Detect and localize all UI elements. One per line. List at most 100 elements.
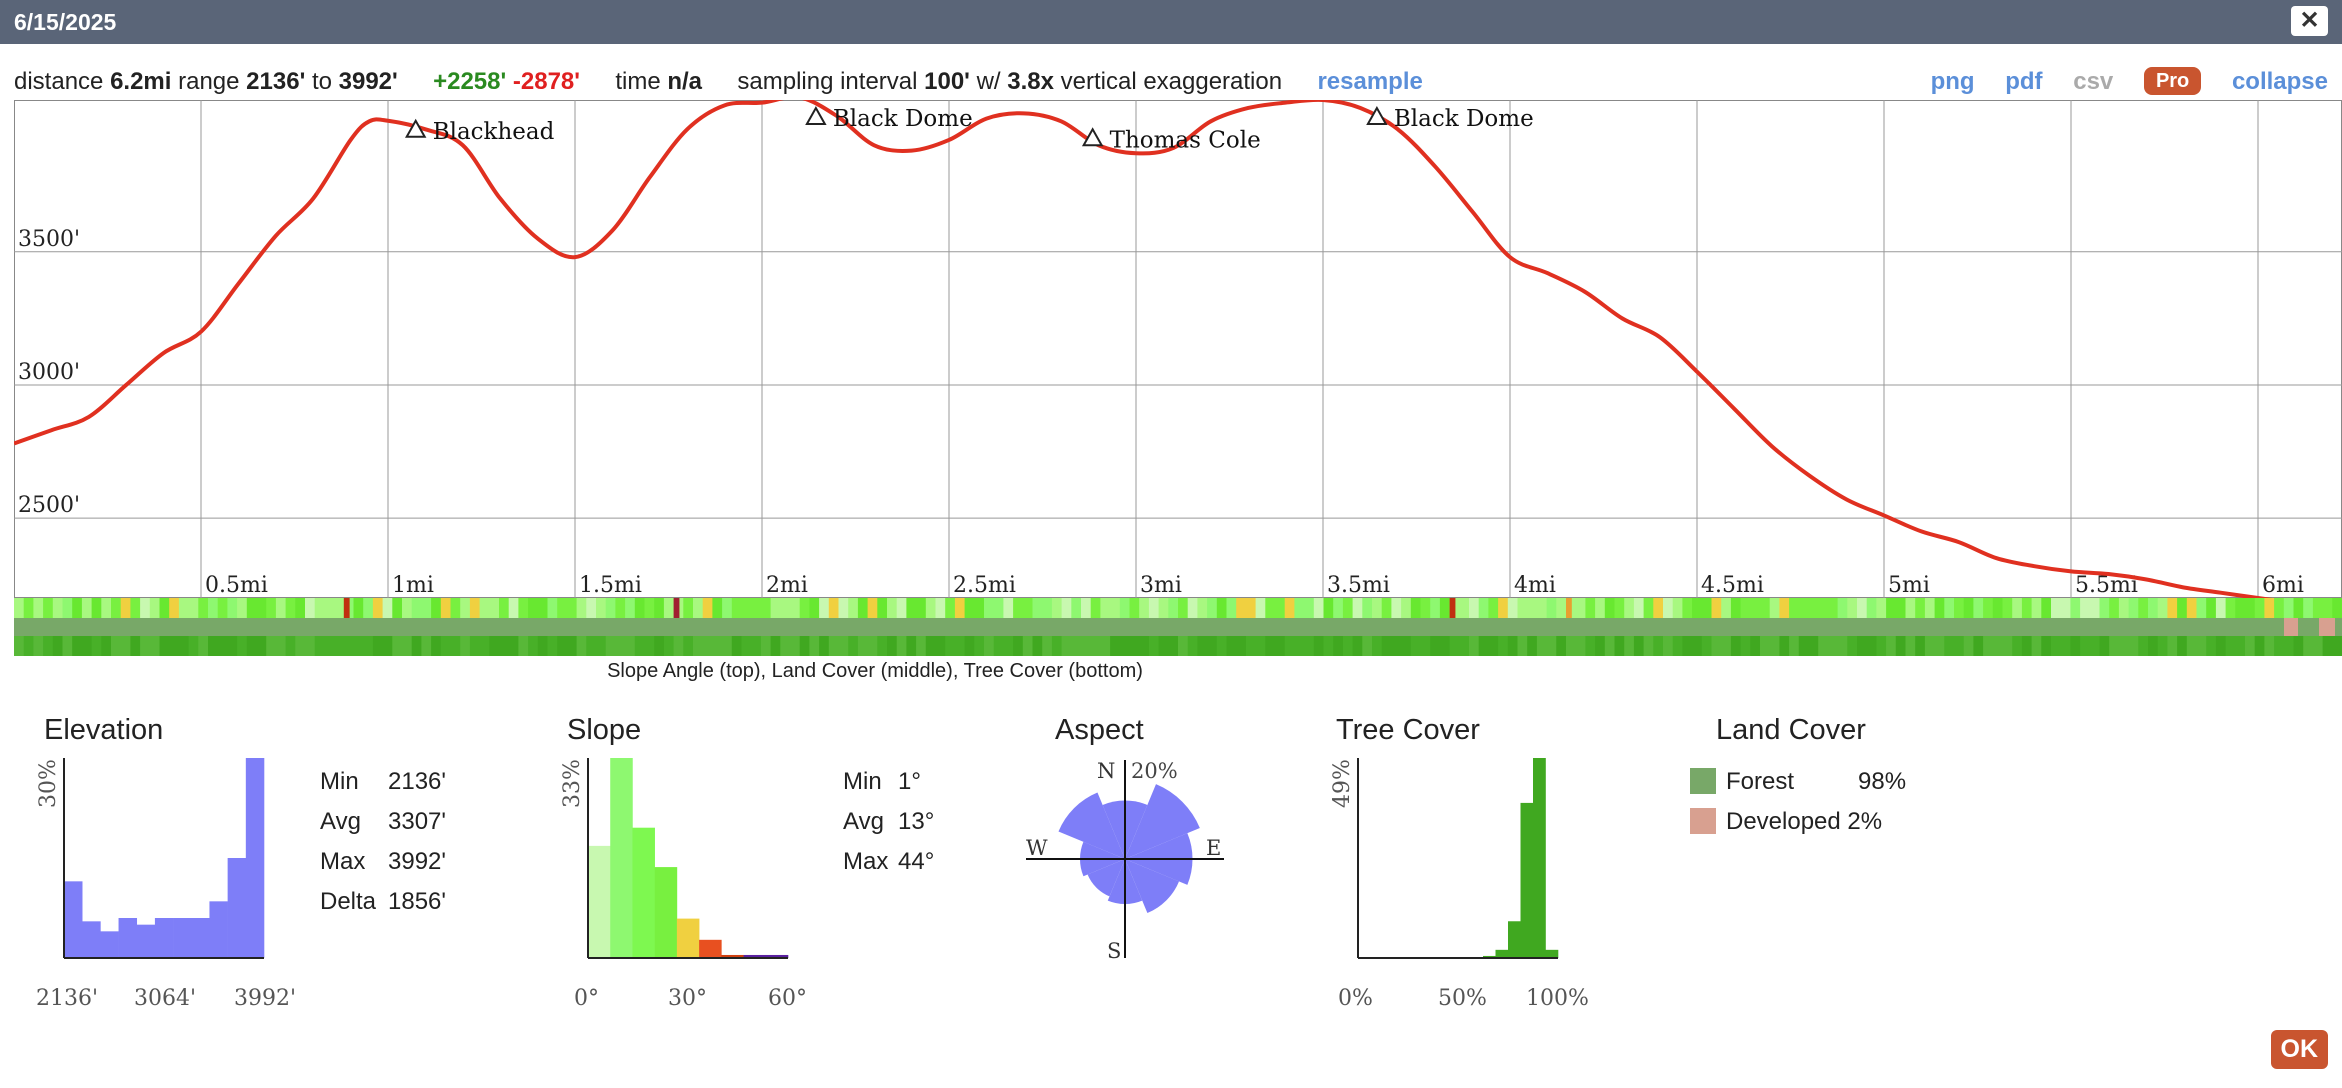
png-link[interactable]: png — [1930, 68, 1975, 95]
tree-cover-cell — [1275, 636, 1286, 656]
slope-cell — [2254, 598, 2265, 618]
elevation-histogram — [63, 758, 265, 959]
slope-cell — [993, 598, 1004, 618]
tree-cover-cell — [1779, 636, 1790, 656]
slope-cell — [440, 598, 451, 618]
slope-cell — [1081, 598, 1092, 618]
slope-cell — [1556, 598, 1567, 618]
slope-cell — [1924, 598, 1936, 618]
slope-cell — [392, 598, 403, 618]
slope-cell — [2167, 598, 2178, 618]
slope-ymax-label: 33% — [560, 759, 585, 808]
elevation-xlabel-min: 2136' — [36, 986, 99, 1011]
slope-cell-steep — [343, 598, 350, 618]
slope-cell — [848, 598, 859, 618]
close-button[interactable]: ✕ — [2291, 6, 2328, 36]
pdf-link[interactable]: pdf — [2005, 68, 2043, 95]
land-cover-title: Land Cover — [1716, 714, 1866, 746]
tree-cover-bar — [1495, 949, 1509, 958]
slope-cell — [1391, 598, 1402, 618]
elevation-bar — [154, 918, 174, 958]
elevation-avg-value: 3307' — [388, 808, 446, 835]
tree-cover-cell — [1798, 636, 1809, 656]
slope-cell — [188, 598, 199, 618]
slope-cell — [518, 598, 529, 618]
slope-cell — [1148, 598, 1160, 618]
slope-avg-stat: Avg 13° — [843, 808, 934, 836]
forest-swatch — [1690, 768, 1716, 794]
tree-cover-cell — [1595, 636, 1606, 656]
tree-cover-cell — [178, 636, 190, 656]
aspect-wedge — [1087, 859, 1125, 897]
summit-label: Blackhead — [433, 119, 555, 145]
tree-cover-cell — [1207, 636, 1218, 656]
tree-cover-cell — [169, 636, 180, 656]
tree-cover-cell — [1808, 636, 1819, 656]
distance-label: distance — [14, 68, 104, 95]
pro-badge[interactable]: Pro — [2143, 67, 2202, 95]
tree-cover-cell — [2031, 636, 2042, 656]
slope-cell — [528, 598, 539, 618]
slope-cell — [2051, 598, 2062, 618]
tree-cover-cell — [1837, 636, 1848, 656]
slope-min-stat: Min 1° — [843, 768, 921, 796]
csv-link[interactable]: csv — [2073, 68, 2114, 95]
slope-cell — [906, 598, 917, 618]
tree-cover-cell — [1789, 636, 1800, 656]
tree-cover-cell — [1963, 636, 1974, 656]
resample-link[interactable]: resample — [1317, 68, 1423, 95]
slope-cell — [1992, 598, 2003, 618]
slope-xlabel-0: 0° — [574, 986, 599, 1011]
tree-cover-cell — [91, 636, 102, 656]
aspect-wedge — [1125, 859, 1180, 914]
elevation-min-value: 2136' — [388, 768, 446, 795]
time-label: time — [615, 68, 661, 95]
slope-cell — [130, 598, 141, 618]
slope-cell — [1934, 598, 1945, 618]
slope-cell — [237, 598, 248, 618]
slope-cell — [1536, 598, 1548, 618]
slope-max-label: Max — [843, 848, 889, 875]
y-tick-label: 2500' — [18, 493, 80, 518]
slope-cell — [295, 598, 306, 618]
tree-cover-cell — [460, 636, 471, 656]
slope-cell — [275, 598, 287, 618]
tree-cover-cell — [1585, 636, 1596, 656]
summit-triangle-icon — [805, 105, 827, 125]
tree-cover-cell — [246, 636, 257, 656]
elevation-delta-stat: Delta 1856' — [320, 888, 446, 916]
slope-cell — [140, 598, 151, 618]
slope-cell — [1459, 598, 1470, 618]
slope-cell — [693, 598, 704, 618]
slope-cell — [2041, 598, 2052, 618]
tree-cover-cell — [1381, 636, 1392, 656]
slope-cell — [2225, 598, 2236, 618]
collapse-link[interactable]: collapse — [2231, 68, 2328, 95]
tree-cover-cell — [2157, 636, 2168, 656]
slope-cell — [208, 598, 219, 618]
tree-cover-cell — [1139, 636, 1150, 656]
tree-cover-cell — [1614, 636, 1625, 656]
tree-cover-title: Tree Cover — [1336, 714, 1480, 746]
tree-cover-cell — [1401, 636, 1412, 656]
tree-cover-cell — [1604, 636, 1615, 656]
summit-marker: Black Dome — [805, 105, 973, 132]
tree-cover-cell — [770, 636, 781, 656]
slope-cell — [1944, 598, 1955, 618]
ok-button[interactable]: OK — [2270, 1030, 2328, 1069]
tree-cover-cell — [1488, 636, 1499, 656]
tree-cover-bar — [1533, 758, 1546, 958]
x-tick-label: 2.5mi — [953, 573, 1016, 598]
slope-cell — [334, 598, 345, 618]
tree-cover-cell — [916, 636, 927, 656]
slope-bar — [699, 939, 722, 958]
slope-cell — [625, 598, 636, 618]
tree-cover-cell — [625, 636, 636, 656]
slope-histogram — [587, 758, 789, 959]
tree-cover-cell — [237, 636, 248, 656]
slope-cell — [1517, 598, 1528, 618]
range-min-value: 2136' — [246, 68, 306, 95]
slope-cell — [809, 598, 820, 618]
slope-cell — [596, 598, 607, 618]
tree-cover-cell — [663, 636, 675, 656]
